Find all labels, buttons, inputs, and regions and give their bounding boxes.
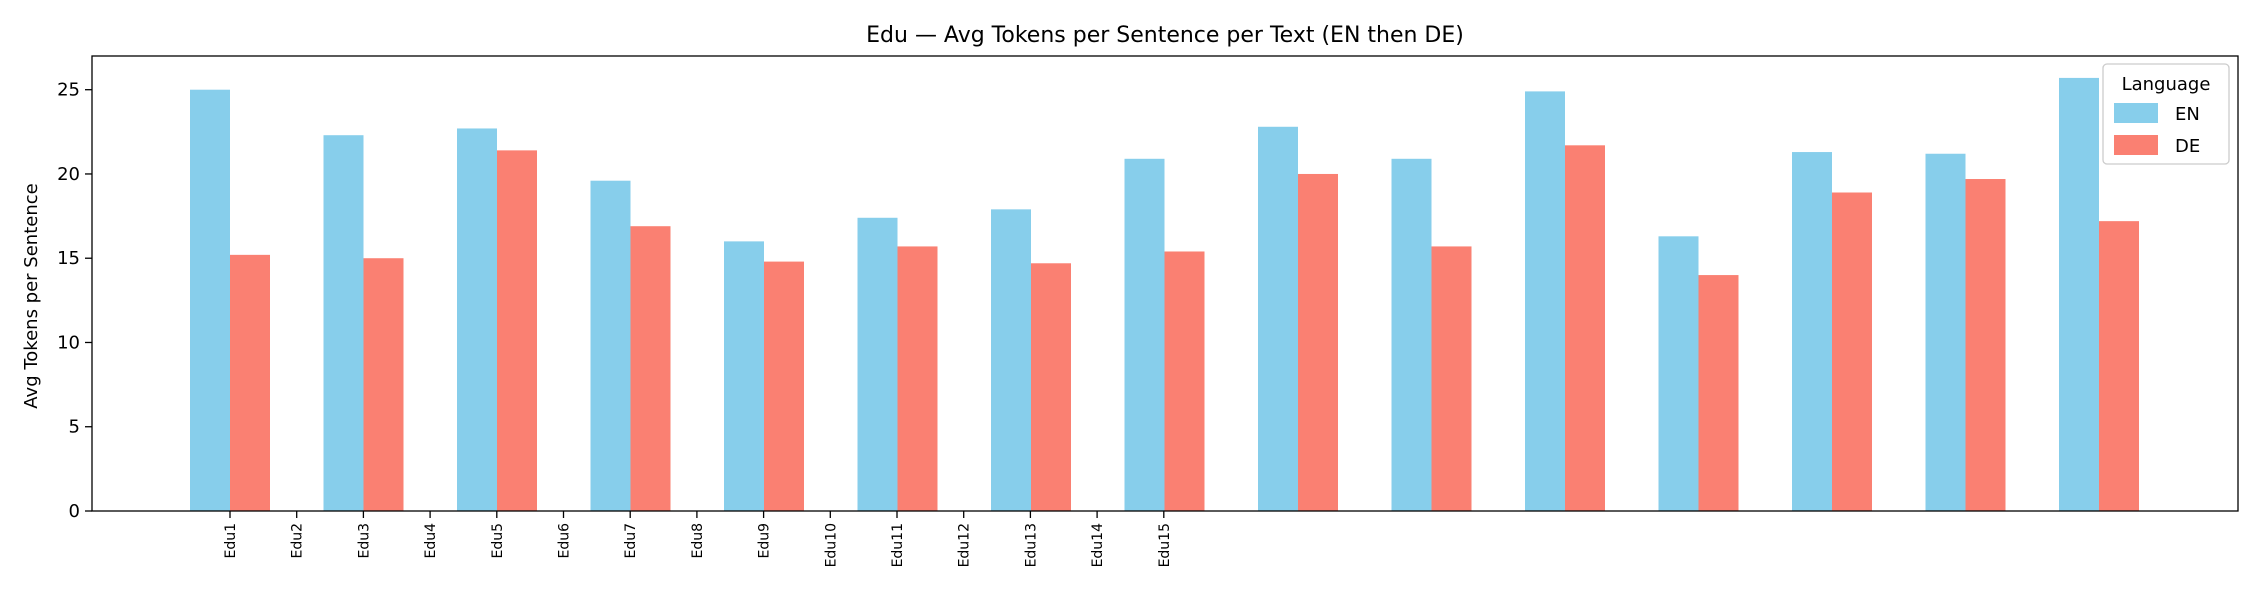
bar-en-12 bbox=[1658, 236, 1699, 511]
bar-de-11 bbox=[1565, 145, 1605, 511]
x-tick-label: Edu12 bbox=[957, 523, 973, 567]
bar-de-12 bbox=[1698, 275, 1739, 511]
bar-de-5 bbox=[764, 261, 804, 511]
x-tick-label: Edu5 bbox=[490, 523, 506, 559]
x-tick-label: Edu10 bbox=[823, 523, 839, 567]
bar-en-9 bbox=[1258, 126, 1298, 512]
bar-en-14 bbox=[1925, 153, 1966, 512]
y-tick-label: 25 bbox=[57, 80, 80, 101]
y-tick-label: 20 bbox=[57, 164, 80, 185]
x-tick-label: Edu6 bbox=[557, 523, 573, 559]
bar-de-1 bbox=[230, 254, 270, 511]
bar-en-15 bbox=[2059, 77, 2099, 511]
x-tick-label: Edu7 bbox=[623, 523, 639, 559]
chart-title: Edu — Avg Tokens per Sentence per Text (… bbox=[866, 23, 1464, 48]
bar-de-8 bbox=[1164, 251, 1205, 511]
legend-title: Language bbox=[2122, 74, 2211, 95]
x-axis-ticks: Edu1 Edu2 Edu3 Edu4 Edu5 Edu6 Edu7 Edu8 Edu9 Edu1… bbox=[223, 511, 1173, 567]
bar-de-14 bbox=[1965, 179, 2006, 511]
legend-label-de: DE bbox=[2175, 136, 2200, 157]
x-tick-label: Edu9 bbox=[757, 523, 773, 559]
x-tick-label: Edu1 bbox=[223, 523, 239, 559]
bar-en-6 bbox=[857, 217, 898, 511]
bar-en-11 bbox=[1525, 91, 1565, 511]
bar-de-2 bbox=[363, 258, 404, 511]
bar-en-3 bbox=[457, 128, 497, 512]
bar-en-8 bbox=[1124, 158, 1165, 511]
x-tick-label: Edu2 bbox=[290, 523, 306, 559]
bar-de-15 bbox=[2099, 221, 2139, 512]
bar-en-7 bbox=[991, 209, 1031, 511]
bar-de-6 bbox=[897, 246, 938, 512]
bar-en-13 bbox=[1792, 152, 1832, 512]
x-tick-label: Edu15 bbox=[1157, 523, 1173, 567]
legend-swatch-en bbox=[2114, 103, 2158, 123]
x-tick-label: Edu14 bbox=[1090, 523, 1106, 568]
plot-frame bbox=[91, 55, 2239, 512]
y-tick-label: 15 bbox=[57, 248, 80, 269]
x-tick-label: Edu8 bbox=[690, 523, 706, 559]
bar-de-10 bbox=[1431, 246, 1472, 512]
y-tick-label: 10 bbox=[57, 332, 80, 353]
bar-en-10 bbox=[1391, 158, 1432, 511]
bar-de-4 bbox=[630, 226, 671, 511]
bar-en-4 bbox=[590, 180, 631, 511]
legend: Language EN DE bbox=[2102, 63, 2230, 165]
bar-en-1 bbox=[190, 89, 230, 511]
x-tick-label: Edu3 bbox=[356, 523, 372, 559]
bar-en-5 bbox=[724, 241, 764, 512]
y-tick-label: 0 bbox=[69, 501, 80, 522]
x-tick-label: Edu13 bbox=[1023, 523, 1039, 567]
bar-en-2 bbox=[323, 135, 364, 511]
bar-de-3 bbox=[497, 150, 537, 512]
bar-de-7 bbox=[1031, 263, 1071, 511]
y-axis-label: Avg Tokens per Sentence bbox=[21, 183, 42, 408]
bar-de-9 bbox=[1298, 173, 1338, 512]
bar-de-13 bbox=[1832, 192, 1872, 511]
x-tick-label: Edu11 bbox=[890, 523, 906, 567]
y-tick-label: 5 bbox=[69, 417, 80, 438]
legend-swatch-de bbox=[2114, 135, 2158, 155]
x-tick-label: Edu4 bbox=[423, 523, 439, 559]
legend-label-en: EN bbox=[2175, 104, 2200, 125]
bars-layer bbox=[190, 77, 2139, 512]
legend-items: EN DE bbox=[2114, 103, 2200, 157]
y-axis-ticks: 0 5 10 15 20 25 bbox=[57, 80, 92, 522]
